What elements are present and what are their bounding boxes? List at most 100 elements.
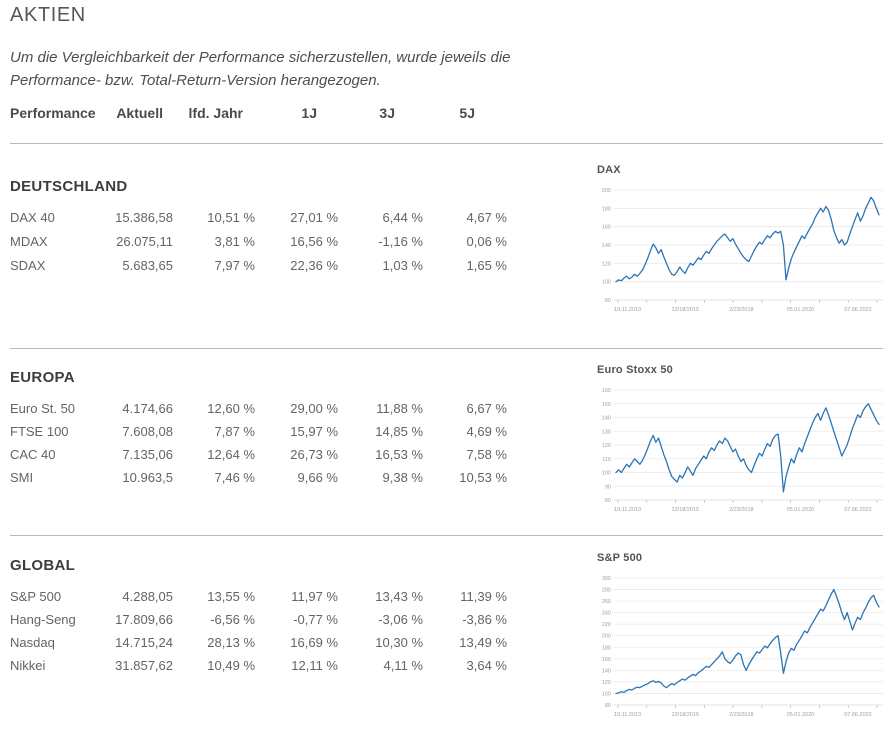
value-5j: 13,49 % bbox=[459, 635, 507, 650]
table-row: SDAX 5.683,65 7,97 % 22,36 % 1,03 % 1,65 % bbox=[10, 254, 510, 278]
value-lfd-jahr: 10,51 % bbox=[207, 210, 255, 225]
svg-text:80: 80 bbox=[605, 498, 611, 504]
value-5j: 7,58 % bbox=[466, 447, 507, 462]
value-aktuell: 5.683,65 bbox=[122, 258, 173, 273]
value-1j: 16,69 % bbox=[290, 635, 338, 650]
value-lfd-jahr: 12,60 % bbox=[207, 401, 255, 416]
value-lfd-jahr: 7,97 % bbox=[214, 258, 255, 273]
value-lfd-jahr: 7,87 % bbox=[214, 424, 255, 439]
value-5j: -3,86 % bbox=[462, 612, 507, 627]
value-lfd-jahr: 7,46 % bbox=[214, 470, 255, 485]
value-aktuell: 7.135,06 bbox=[122, 447, 173, 462]
svg-text:140: 140 bbox=[602, 668, 611, 674]
value-aktuell: 15.386,58 bbox=[115, 210, 173, 225]
svg-text:120: 120 bbox=[602, 443, 611, 449]
section-divider bbox=[10, 348, 883, 349]
section-deutschland: DEUTSCHLAND DAX 40 15.386,58 10,51 % 27,01 %… bbox=[10, 178, 510, 278]
value-5j: 4,67 % bbox=[466, 210, 507, 225]
svg-text:100: 100 bbox=[602, 691, 611, 697]
svg-text:07.06.2022: 07.06.2022 bbox=[844, 712, 872, 718]
index-label: S&P 500 bbox=[10, 589, 62, 604]
line-chart-canvas: 80 90 100 110 120 130 140 150 160 10.11.2013 12/18… bbox=[602, 388, 883, 513]
line-chart-canvas: 80 100 120 140 160 180 200 220 240 260 280 300 10.11… bbox=[602, 576, 883, 718]
section-divider bbox=[10, 143, 883, 144]
value-5j: 1,65 % bbox=[466, 258, 507, 273]
table-row: Euro St. 50 4.174,66 12,60 % 29,00 % 11,88 %… bbox=[10, 397, 510, 420]
svg-text:300: 300 bbox=[602, 576, 611, 582]
value-aktuell: 10.963,5 bbox=[122, 470, 173, 485]
chart-euro-stoxx-50: Euro Stoxx 50 80 90 100 110 120 130 140 150 160 10… bbox=[597, 364, 887, 518]
value-3j: 16,53 % bbox=[375, 447, 423, 462]
table-row: Nasdaq 14.715,24 28,13 % 16,69 % 10,30 % 13,4… bbox=[10, 631, 510, 654]
svg-text:120: 120 bbox=[602, 680, 611, 686]
value-aktuell: 31.857,62 bbox=[115, 658, 173, 673]
value-lfd-jahr: 3,81 % bbox=[214, 234, 255, 249]
chart-title: DAX bbox=[597, 164, 621, 176]
svg-text:180: 180 bbox=[602, 645, 611, 651]
value-aktuell: 17.809,66 bbox=[115, 612, 173, 627]
svg-text:160: 160 bbox=[602, 225, 611, 231]
column-header-aktuell: Aktuell bbox=[116, 105, 163, 121]
index-label: Nikkei bbox=[10, 658, 46, 673]
price-line bbox=[615, 588, 880, 695]
section-europa: EUROPA Euro St. 50 4.174,66 12,60 % 29,00 % 1… bbox=[10, 369, 510, 489]
value-3j: 1,03 % bbox=[382, 258, 423, 273]
svg-text:160: 160 bbox=[602, 657, 611, 663]
price-line bbox=[615, 403, 880, 493]
table-row: S&P 500 4.288,05 13,55 % 11,97 % 13,43 % 11,3… bbox=[10, 585, 510, 608]
svg-text:10.11.2013: 10.11.2013 bbox=[614, 307, 641, 313]
value-5j: 10,53 % bbox=[459, 470, 507, 485]
chart-title: S&P 500 bbox=[597, 552, 643, 564]
section-heading: DEUTSCHLAND bbox=[10, 178, 128, 195]
svg-text:100: 100 bbox=[602, 471, 611, 477]
svg-text:240: 240 bbox=[602, 611, 611, 617]
svg-text:80: 80 bbox=[605, 298, 611, 304]
svg-text:05.01.2020: 05.01.2020 bbox=[787, 307, 815, 313]
chart-s-p-500: S&P 500 80 100 120 140 160 180 200 220 240 260 280 3… bbox=[597, 552, 887, 723]
svg-text:80: 80 bbox=[605, 703, 611, 709]
value-3j: 9,38 % bbox=[382, 470, 423, 485]
section-global: GLOBAL S&P 500 4.288,05 13,55 % 11,97 % 13,43… bbox=[10, 557, 510, 677]
table-row: FTSE 100 7.608,08 7,87 % 15,97 % 14,85 % 4,69… bbox=[10, 420, 510, 443]
value-aktuell: 4.288,05 bbox=[122, 589, 173, 604]
value-aktuell: 7.608,08 bbox=[122, 424, 173, 439]
value-1j: 29,00 % bbox=[290, 401, 338, 416]
column-header-performance: Performance bbox=[10, 105, 96, 121]
svg-text:07.06.2022: 07.06.2022 bbox=[844, 307, 872, 313]
value-1j: 11,97 % bbox=[291, 589, 338, 604]
svg-text:130: 130 bbox=[602, 429, 611, 435]
svg-text:05.01.2020: 05.01.2020 bbox=[787, 712, 815, 718]
value-aktuell: 26.075,11 bbox=[116, 234, 173, 249]
value-lfd-jahr: 10,49 % bbox=[207, 658, 255, 673]
value-3j: 14,85 % bbox=[375, 424, 423, 439]
index-label: Euro St. 50 bbox=[10, 401, 76, 416]
svg-text:280: 280 bbox=[602, 588, 611, 594]
value-5j: 0,06 % bbox=[466, 234, 507, 249]
value-3j: 6,44 % bbox=[382, 210, 423, 225]
chart-dax: DAX 80 100 120 140 160 180 200 10.11.2013 12/18/2… bbox=[597, 164, 887, 318]
value-1j: 9,66 % bbox=[297, 470, 338, 485]
svg-text:07.06.2022: 07.06.2022 bbox=[844, 507, 872, 513]
value-5j: 11,39 % bbox=[460, 589, 507, 604]
value-3j: 13,43 % bbox=[375, 589, 423, 604]
value-1j: -0,77 % bbox=[293, 612, 338, 627]
table-row: Hang-Seng 17.809,66 -6,56 % -0,77 % -3,06 % -… bbox=[10, 608, 510, 631]
svg-text:100: 100 bbox=[602, 280, 611, 286]
column-header-5j: 5J bbox=[459, 105, 475, 121]
svg-text:2/23/2018: 2/23/2018 bbox=[729, 307, 753, 313]
svg-text:10.11.2013: 10.11.2013 bbox=[614, 507, 641, 513]
svg-text:2/23/2018: 2/23/2018 bbox=[729, 712, 753, 718]
value-1j: 15,97 % bbox=[290, 424, 338, 439]
index-label: Nasdaq bbox=[10, 635, 55, 650]
value-aktuell: 4.174,66 bbox=[122, 401, 173, 416]
svg-text:200: 200 bbox=[602, 188, 611, 194]
svg-text:90: 90 bbox=[605, 484, 611, 490]
svg-text:10.11.2013: 10.11.2013 bbox=[614, 712, 641, 718]
value-5j: 4,69 % bbox=[466, 424, 507, 439]
svg-text:140: 140 bbox=[602, 243, 611, 249]
value-3j: 11,88 % bbox=[376, 401, 423, 416]
value-5j: 6,67 % bbox=[466, 401, 507, 416]
chart-title: Euro Stoxx 50 bbox=[597, 364, 673, 376]
svg-text:120: 120 bbox=[602, 261, 611, 267]
table-row: CAC 40 7.135,06 12,64 % 26,73 % 16,53 % 7,58 … bbox=[10, 443, 510, 466]
